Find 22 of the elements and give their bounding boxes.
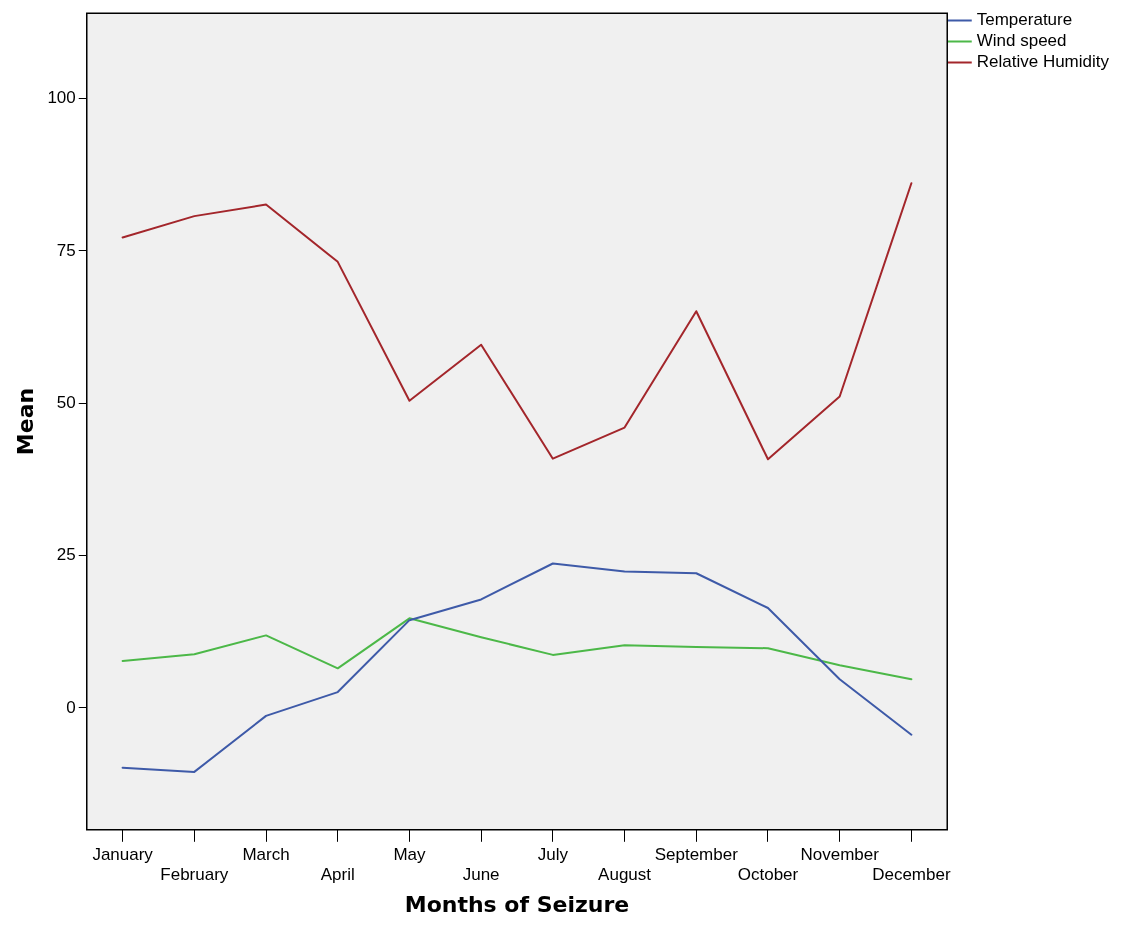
x-tick-label: April — [320, 865, 355, 885]
x-tick-label: March — [242, 844, 290, 864]
legend-label: Relative Humidity — [976, 52, 1110, 72]
x-tick-label: November — [800, 844, 880, 864]
x-tick-label: January — [92, 844, 154, 864]
legend-label: Wind speed — [976, 31, 1067, 51]
x-tick-label: September — [654, 844, 739, 864]
x-tick-label: July — [537, 844, 569, 864]
x-tick-label: February — [160, 865, 229, 885]
legend-label: Temperature — [976, 10, 1073, 30]
y-tick-label: 50 — [56, 392, 76, 412]
y-tick-label: 0 — [66, 697, 76, 717]
x-tick-label: June — [462, 865, 500, 885]
x-tick-label: October — [737, 865, 799, 885]
y-axis-title: Mean — [12, 387, 38, 456]
x-axis-title: Months of Seizure — [404, 891, 630, 917]
y-tick-label: 75 — [56, 240, 76, 260]
x-tick-label: May — [393, 844, 426, 864]
y-tick-label: 100 — [47, 88, 76, 108]
y-tick-label: 25 — [56, 545, 76, 565]
x-tick-label: August — [598, 865, 652, 885]
x-tick-label: December — [872, 865, 951, 885]
